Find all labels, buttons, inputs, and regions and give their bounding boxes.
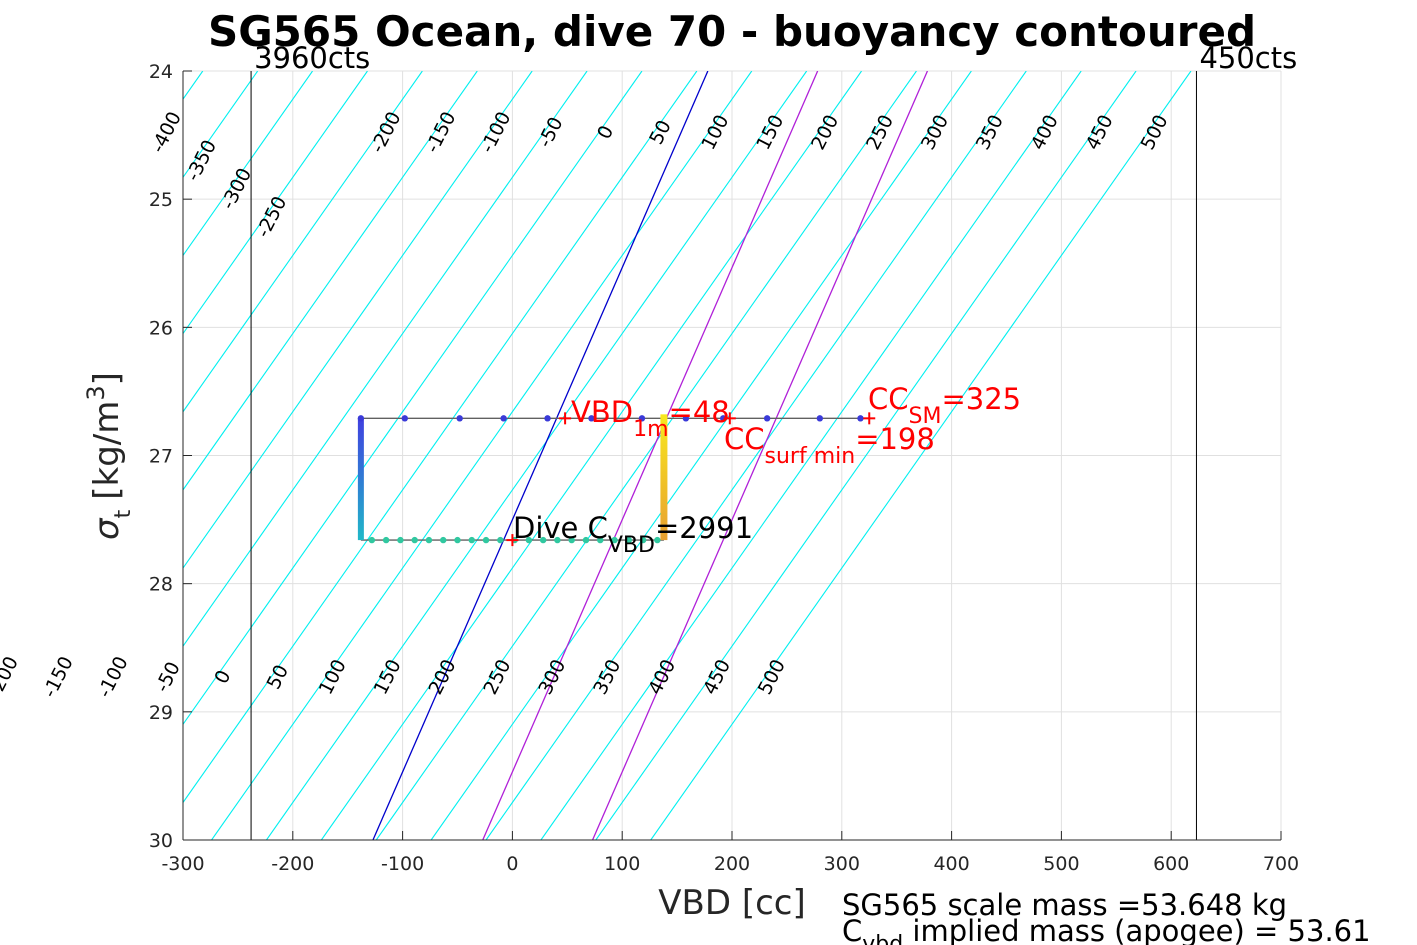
- contour-label: -50: [151, 658, 185, 696]
- dive-point: [639, 536, 647, 544]
- dive-point: [468, 536, 475, 544]
- contour-line: [211, 71, 753, 840]
- contour-line: [183, 71, 423, 413]
- cc-reference-line: [482, 71, 819, 840]
- dive-point: [497, 536, 504, 544]
- x-tick-label: 700: [1263, 853, 1299, 875]
- vbd-limit-label: 450cts: [1199, 41, 1297, 75]
- dive-point: [611, 536, 618, 544]
- dive-point: [588, 415, 595, 422]
- reference-lines: [372, 71, 929, 840]
- x-tick-label: 600: [1153, 853, 1189, 875]
- y-tick-label: 27: [149, 446, 173, 468]
- x-tick-label: 0: [506, 853, 518, 875]
- vbd-1m-annotation: VBD1m=48: [571, 395, 730, 442]
- x-axis-label: VBD [cc]: [658, 883, 806, 923]
- dive-point: [568, 536, 575, 544]
- y-tick-label: 24: [149, 61, 173, 83]
- dive-point: [816, 415, 824, 422]
- implied-mass-text: Cvbd implied mass (apogee) = 53.61: [842, 914, 1371, 945]
- dive-point: [357, 415, 365, 422]
- y-tick-label: 29: [149, 702, 173, 724]
- dive-point: [525, 536, 533, 544]
- descent-segment: [357, 418, 364, 541]
- dive-point: [597, 536, 604, 544]
- contour-line: [265, 71, 808, 840]
- x-tick-label: -200: [271, 853, 314, 875]
- cc-reference-line: [591, 71, 929, 840]
- dive-point: [539, 536, 547, 544]
- dive-point: [544, 415, 551, 422]
- dive-point: [654, 536, 661, 544]
- y-tick-label: 26: [149, 317, 173, 339]
- vbd-limit-lines: 3960cts 450cts: [250, 41, 1297, 840]
- dive-point: [401, 415, 408, 422]
- dive-point: [440, 536, 447, 544]
- x-tick-label: -100: [381, 853, 424, 875]
- chart-title: SG565 Ocean, dive 70 - buoyancy contoure…: [208, 7, 1256, 56]
- contour-line: [183, 71, 698, 804]
- contour-line: [183, 71, 478, 491]
- dive-cvbd-annotation: Dive CVBD=2991: [513, 511, 753, 558]
- dive-point: [625, 536, 632, 544]
- x-tick-label: 400: [933, 853, 969, 875]
- dive-point: [397, 536, 404, 544]
- contour-line: [430, 71, 972, 840]
- neutral-buoyancy-line: [372, 71, 709, 840]
- contour-line: [320, 71, 863, 840]
- dive-point: [682, 415, 690, 422]
- vbd-limit-label: 3960cts: [254, 41, 370, 75]
- y-axis-label: σt[kg/m3]: [82, 372, 136, 540]
- contour-label: -200: [0, 653, 23, 701]
- scale-mass-text: SG565 scale mass =53.648 kg: [842, 888, 1287, 922]
- value-markers: [506, 412, 876, 547]
- y-tick-label: 30: [149, 830, 173, 852]
- contour-line: [183, 71, 533, 569]
- dive-point: [763, 415, 771, 422]
- axis-ticks: -300 -200 -100 0 100 200 300 400 500 600 700 24 25 26…: [149, 61, 1299, 875]
- cc-surf-min-annotation: CCsurf min=198: [724, 422, 935, 469]
- dive-point: [454, 536, 461, 544]
- x-tick-label: 500: [1043, 853, 1079, 875]
- climb-segment: [660, 414, 668, 541]
- cc-sm-annotation: CCSM=325: [868, 382, 1021, 429]
- contour-line: [183, 71, 314, 257]
- x-tick-label: 100: [604, 853, 640, 875]
- contour-line: [0, 71, 38, 840]
- dive-point: [500, 415, 507, 422]
- contour-label: -150: [39, 653, 78, 701]
- contour-line: [375, 71, 917, 840]
- contour-labels: -400-350-300-250-200 -150 -100 -50 0 50 100 150…: [0, 108, 1173, 701]
- contour-lines: [0, 71, 1192, 840]
- x-tick-label: 200: [714, 853, 750, 875]
- contour-label: -100: [94, 653, 133, 701]
- contour-line: [485, 71, 1027, 840]
- dive-point: [411, 536, 418, 544]
- contour-line: [183, 71, 368, 335]
- grid: [182, 70, 1282, 841]
- dive-point: [857, 415, 864, 422]
- x-tick-label: 300: [824, 853, 860, 875]
- contour-line: [650, 71, 1192, 840]
- dive-point: [425, 536, 433, 544]
- contour-line: [183, 71, 588, 648]
- dive-point: [582, 536, 590, 544]
- dive-point: [482, 536, 490, 544]
- contour-line: [540, 71, 1082, 840]
- dive-point: [554, 536, 561, 544]
- dive-point: [456, 415, 463, 422]
- dive-point: [382, 536, 390, 544]
- x-tick-label: -300: [161, 853, 204, 875]
- dive-point: [368, 536, 376, 544]
- dive-point: [638, 415, 646, 422]
- y-tick-label: 25: [149, 189, 173, 211]
- y-tick-label: 28: [149, 574, 173, 596]
- contour-label: -400: [147, 108, 186, 156]
- dive-point: [720, 415, 727, 422]
- contour-line: [595, 71, 1137, 840]
